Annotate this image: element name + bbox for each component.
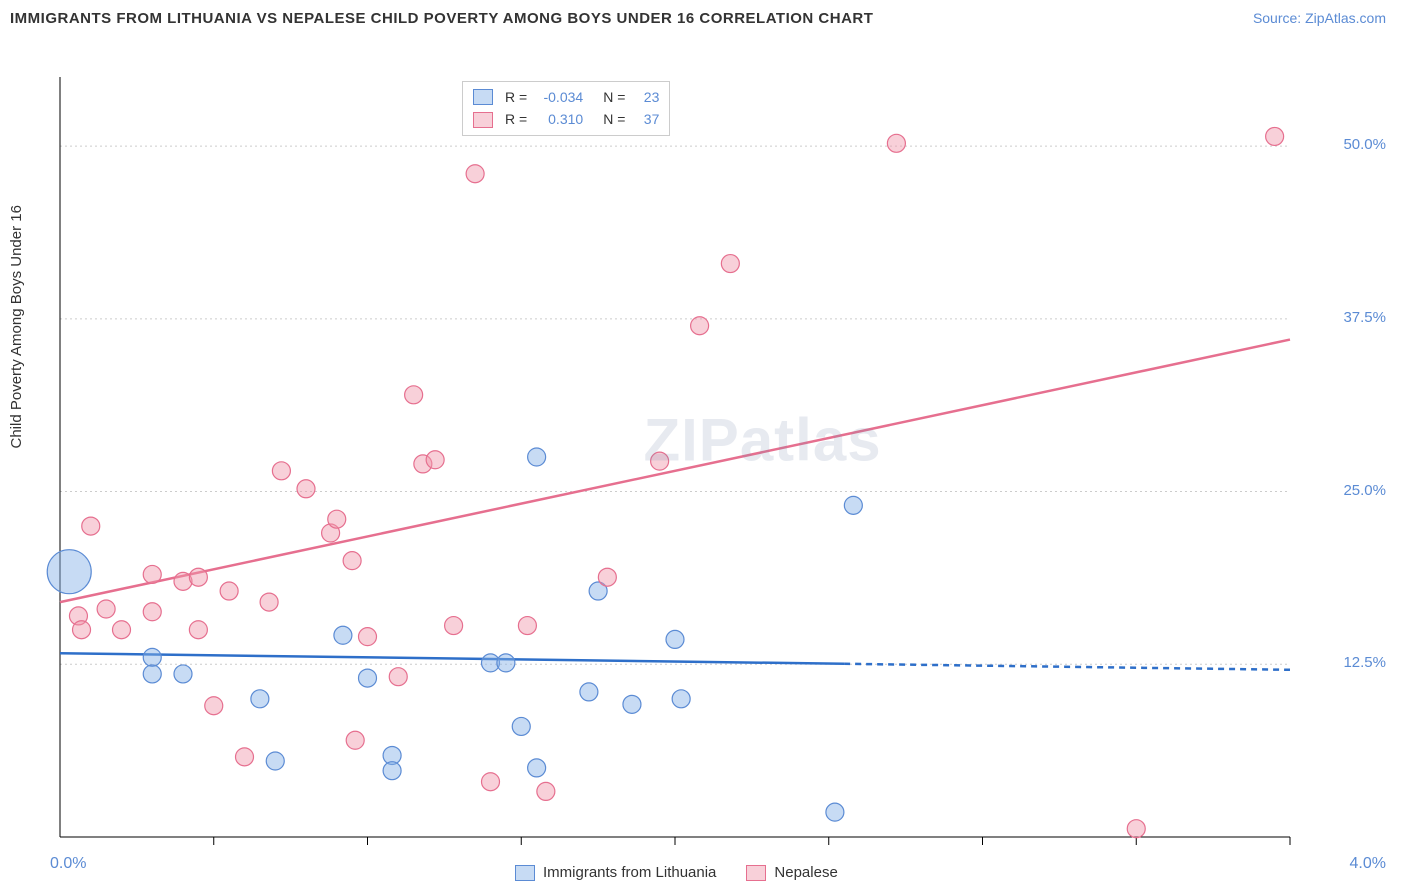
n-label: N = <box>603 86 625 108</box>
legend-swatch <box>473 89 493 105</box>
legend-stat-row: R = 0.310 N = 37 <box>473 108 659 130</box>
r-label: R = <box>505 86 527 108</box>
series-legend: Immigrants from Lithuania Nepalese <box>515 864 838 881</box>
legend-swatch <box>515 865 535 881</box>
legend-swatch <box>746 865 766 881</box>
legend-item: Immigrants from Lithuania <box>515 864 716 881</box>
header: IMMIGRANTS FROM LITHUANIA VS NEPALESE CH… <box>0 0 1406 32</box>
r-label: R = <box>505 108 527 130</box>
legend-swatch <box>473 112 493 128</box>
n-label: N = <box>603 108 625 130</box>
y-axis-label: Child Poverty Among Boys Under 16 <box>8 205 25 448</box>
scatter-plot <box>0 32 1406 882</box>
x-axis-min-label: 0.0% <box>50 855 86 873</box>
legend-label: Nepalese <box>774 864 837 881</box>
chart-title: IMMIGRANTS FROM LITHUANIA VS NEPALESE CH… <box>10 10 873 27</box>
legend-item: Nepalese <box>746 864 837 881</box>
y-tick-label: 50.0% <box>1343 136 1386 153</box>
y-tick-label: 25.0% <box>1343 482 1386 499</box>
y-tick-label: 37.5% <box>1343 309 1386 326</box>
legend-label: Immigrants from Lithuania <box>543 864 716 881</box>
n-value: 23 <box>631 86 659 108</box>
r-value: 0.310 <box>533 108 583 130</box>
r-value: -0.034 <box>533 86 583 108</box>
legend-stat-row: R = -0.034 N = 23 <box>473 86 659 108</box>
correlation-legend: R = -0.034 N = 23 R = 0.310 N = 37 <box>462 81 670 136</box>
x-axis-max-label: 4.0% <box>1350 855 1386 873</box>
y-tick-label: 12.5% <box>1343 654 1386 671</box>
source-label: Source: ZipAtlas.com <box>1253 10 1386 26</box>
chart-area: Child Poverty Among Boys Under 16 ZIPatl… <box>0 32 1406 882</box>
n-value: 37 <box>631 108 659 130</box>
